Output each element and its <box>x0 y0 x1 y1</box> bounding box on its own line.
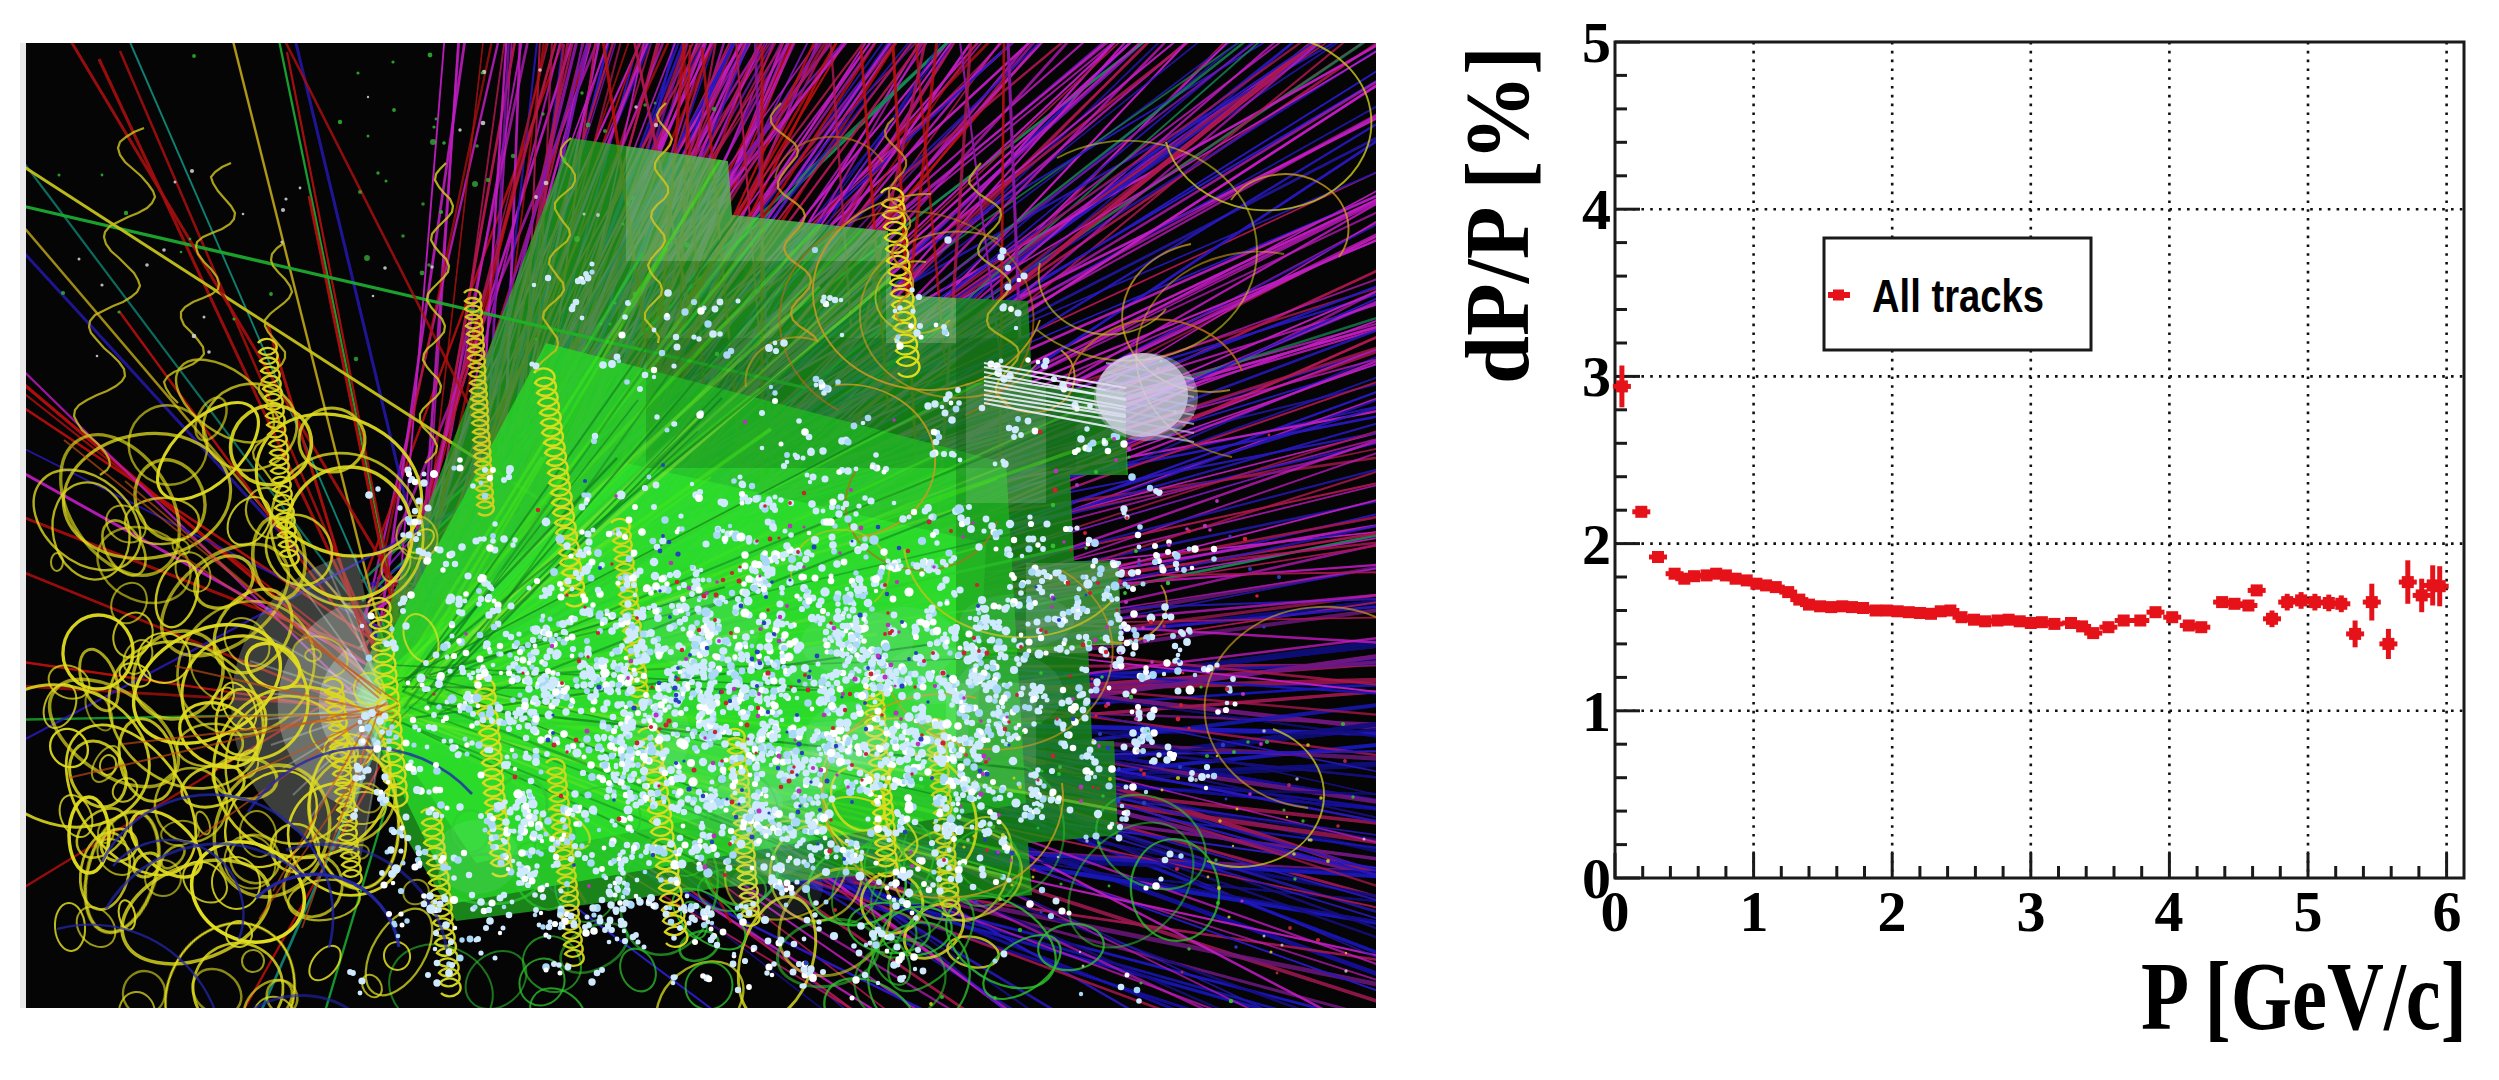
svg-text:5: 5 <box>2294 879 2323 944</box>
svg-text:6: 6 <box>2433 879 2462 944</box>
svg-text:3: 3 <box>2017 879 2046 944</box>
svg-text:2: 2 <box>1582 512 1611 577</box>
svg-text:dP/P [%]: dP/P [%] <box>1446 46 1548 384</box>
svg-text:4: 4 <box>2155 879 2184 944</box>
svg-text:5: 5 <box>1582 10 1611 75</box>
svg-text:2: 2 <box>1878 879 1907 944</box>
svg-text:P [GeV/c]: P [GeV/c] <box>2141 942 2467 1050</box>
svg-text:All tracks: All tracks <box>1872 269 2044 322</box>
svg-text:0: 0 <box>1582 846 1611 911</box>
svg-text:1: 1 <box>1740 879 1769 944</box>
svg-text:4: 4 <box>1582 177 1611 242</box>
svg-text:1: 1 <box>1582 679 1611 744</box>
svg-text:3: 3 <box>1582 344 1611 409</box>
